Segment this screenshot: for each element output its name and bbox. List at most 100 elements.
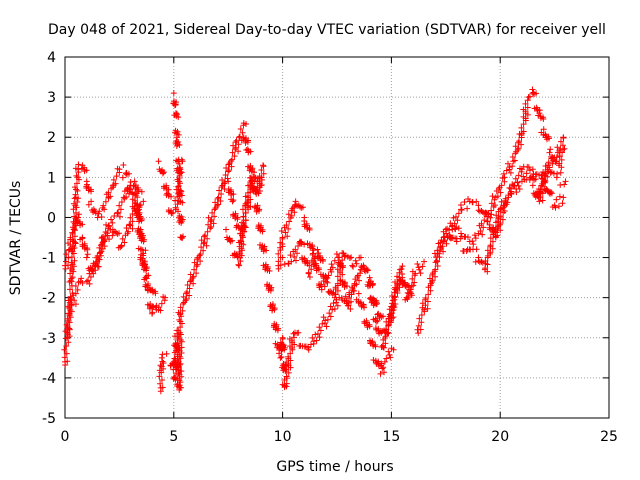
data-point bbox=[440, 234, 447, 241]
data-point bbox=[94, 253, 101, 260]
data-point bbox=[105, 222, 112, 229]
data-point bbox=[540, 132, 547, 139]
data-point bbox=[334, 302, 341, 309]
x-tick-label: 20 bbox=[491, 429, 509, 445]
data-point bbox=[309, 334, 316, 341]
data-point bbox=[313, 337, 320, 344]
data-point bbox=[64, 358, 71, 365]
data-point bbox=[113, 173, 120, 180]
data-point bbox=[221, 186, 228, 193]
data-point bbox=[177, 318, 184, 325]
data-point bbox=[397, 266, 404, 273]
data-point bbox=[241, 228, 248, 235]
y-tick-label: -5 bbox=[42, 411, 56, 427]
data-point bbox=[240, 213, 247, 220]
data-point bbox=[383, 326, 390, 333]
data-point bbox=[168, 210, 175, 217]
data-point bbox=[337, 277, 344, 284]
data-point bbox=[231, 153, 238, 160]
data-point bbox=[62, 335, 69, 342]
data-point bbox=[224, 175, 231, 182]
data-point bbox=[549, 154, 556, 161]
data-point bbox=[229, 149, 236, 156]
y-tick-label: -2 bbox=[42, 291, 56, 307]
data-point bbox=[160, 359, 167, 366]
data-point bbox=[247, 196, 254, 203]
data-point bbox=[319, 258, 326, 265]
data-point bbox=[516, 185, 523, 192]
data-point bbox=[291, 253, 298, 260]
data-point bbox=[551, 202, 558, 209]
data-point bbox=[222, 179, 229, 186]
data-point bbox=[184, 288, 191, 295]
data-point bbox=[142, 247, 149, 254]
data-point bbox=[434, 262, 441, 269]
data-point bbox=[149, 309, 156, 316]
data-point bbox=[108, 216, 115, 223]
data-point bbox=[183, 296, 190, 303]
data-point bbox=[484, 261, 491, 268]
data-point bbox=[176, 142, 183, 149]
data-point bbox=[176, 174, 183, 181]
data-point bbox=[531, 176, 538, 183]
series-track-9 bbox=[279, 238, 417, 337]
data-point bbox=[473, 198, 480, 205]
data-point bbox=[158, 363, 165, 370]
data-point bbox=[281, 377, 288, 384]
data-point bbox=[202, 232, 209, 239]
data-point bbox=[175, 358, 182, 365]
data-point bbox=[64, 330, 71, 337]
data-point bbox=[111, 213, 118, 220]
data-point bbox=[140, 238, 147, 245]
data-point bbox=[101, 206, 108, 213]
data-point bbox=[478, 220, 485, 227]
data-point bbox=[110, 176, 117, 183]
data-point bbox=[305, 269, 312, 276]
data-point bbox=[559, 200, 566, 207]
data-point bbox=[194, 261, 201, 268]
data-point bbox=[536, 198, 543, 205]
data-point bbox=[218, 190, 225, 197]
data-point bbox=[204, 235, 211, 242]
data-point bbox=[291, 209, 298, 216]
data-point bbox=[65, 339, 72, 346]
data-point bbox=[558, 164, 565, 171]
data-point bbox=[168, 193, 175, 200]
data-point bbox=[289, 345, 296, 352]
data-point bbox=[241, 223, 248, 230]
data-point bbox=[260, 163, 267, 170]
data-point bbox=[314, 330, 321, 337]
data-point bbox=[542, 187, 549, 194]
data-point bbox=[391, 294, 398, 301]
data-point bbox=[177, 331, 184, 338]
data-point bbox=[352, 257, 359, 264]
data-point bbox=[412, 270, 419, 277]
data-point bbox=[379, 344, 386, 351]
data-point bbox=[434, 247, 441, 254]
data-point bbox=[62, 362, 69, 369]
data-point bbox=[123, 171, 130, 178]
data-point bbox=[495, 222, 502, 229]
data-point bbox=[553, 196, 560, 203]
data-point bbox=[394, 273, 401, 280]
data-point bbox=[424, 305, 431, 312]
data-point bbox=[112, 180, 119, 187]
data-point bbox=[327, 313, 334, 320]
data-point bbox=[138, 246, 145, 253]
data-point bbox=[349, 262, 356, 269]
data-point bbox=[463, 247, 470, 254]
data-point bbox=[489, 193, 496, 200]
data-point bbox=[285, 225, 292, 232]
data-point bbox=[88, 188, 95, 195]
data-point bbox=[520, 173, 527, 180]
data-point bbox=[260, 162, 267, 169]
data-point bbox=[152, 290, 159, 297]
data-point bbox=[498, 198, 505, 205]
data-point bbox=[499, 216, 506, 223]
data-point bbox=[318, 286, 325, 293]
data-point bbox=[328, 261, 335, 268]
data-point bbox=[558, 156, 565, 163]
y-tick-label: -3 bbox=[42, 331, 56, 347]
data-point bbox=[381, 369, 388, 376]
data-point bbox=[488, 211, 495, 218]
